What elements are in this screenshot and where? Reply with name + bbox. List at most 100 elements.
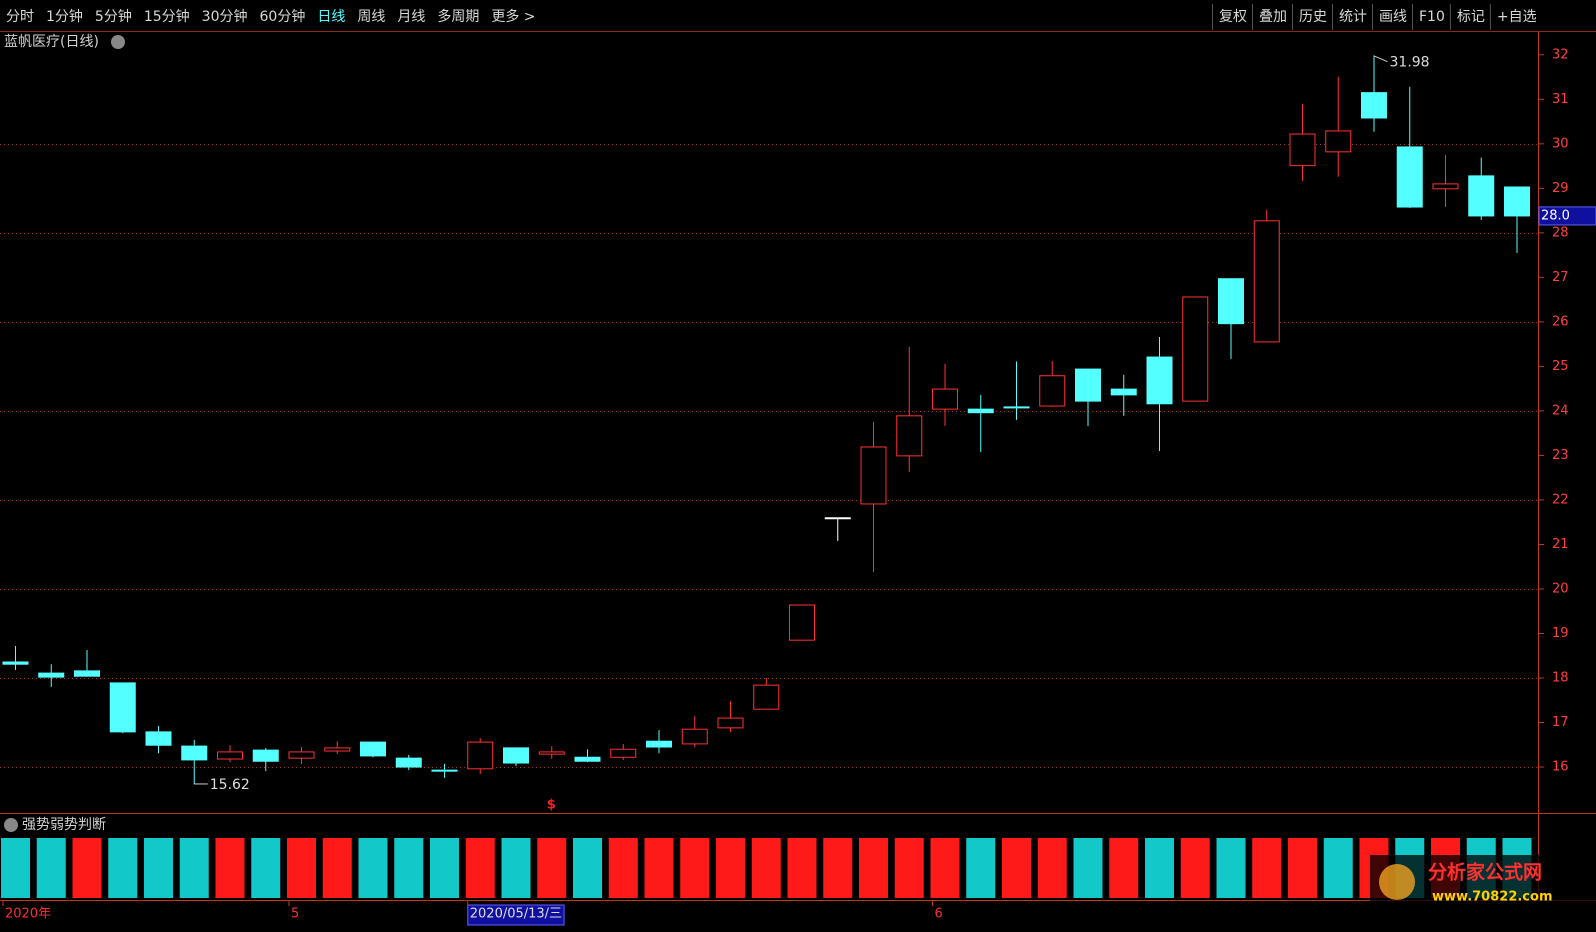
candle-body (1218, 278, 1244, 325)
indicator-bar (573, 838, 602, 898)
indicator-bar (608, 838, 638, 898)
toolbar-tab[interactable]: 更多 > (491, 8, 535, 25)
candle-body (145, 731, 172, 746)
candle-body (1039, 375, 1066, 407)
indicator-bar (1216, 838, 1246, 898)
candle-body (109, 682, 136, 733)
candle-body (217, 751, 243, 760)
y-tick-label: 32 (1552, 47, 1569, 62)
toolbar-button[interactable]: +自选 (1497, 9, 1537, 25)
indicator-icon[interactable] (4, 818, 18, 832)
toolbar-button[interactable]: 画线 (1379, 9, 1407, 25)
indicator-bar (287, 838, 316, 898)
candle-body (1075, 368, 1101, 402)
date-highlight (467, 904, 565, 926)
y-tick-label: 22 (1552, 492, 1569, 507)
indicator-bar (930, 838, 960, 898)
indicator-bar (465, 838, 495, 898)
indicator-bar (1288, 838, 1317, 898)
y-tick-label: 31 (1552, 92, 1569, 107)
indicator-bar (430, 838, 459, 898)
date-label: 5 (291, 907, 299, 922)
toolbar-bg (0, 0, 1596, 32)
indicator-bar (1180, 838, 1210, 898)
indicator-title: 强势弱势判断 (22, 817, 106, 833)
indicator-bar (680, 838, 710, 898)
indicator-bar (108, 838, 138, 898)
indicator-bar (501, 838, 531, 898)
candle-body (717, 717, 744, 729)
indicator-bar (716, 838, 745, 898)
y-tick-label: 16 (1552, 760, 1569, 775)
candle-body (1432, 183, 1459, 190)
date-label: 2020年 (5, 907, 51, 922)
indicator-bar (1252, 838, 1282, 898)
toolbar-tab[interactable]: 周线 (357, 9, 385, 25)
y-tick-label: 23 (1552, 448, 1569, 463)
candle-body (681, 728, 708, 745)
toolbar-button[interactable]: 叠加 (1259, 9, 1287, 25)
indicator-bar (72, 838, 102, 898)
toolbar-tab[interactable]: 多周期 (437, 8, 479, 25)
indicator-bar (215, 838, 245, 898)
y-tick-label: 17 (1552, 715, 1569, 730)
candle-body (824, 517, 851, 520)
candle-body (1146, 356, 1173, 405)
y-tick-label: 28 (1552, 225, 1569, 240)
candle-body (967, 408, 994, 414)
indicator-bar (787, 838, 817, 898)
high-marker-label: 31.98 (1390, 55, 1430, 71)
toolbar-tab[interactable]: 1分钟 (46, 8, 83, 25)
indicator-bar (644, 838, 674, 898)
candle-body (1468, 175, 1495, 217)
candle-body (252, 749, 279, 762)
toolbar-button[interactable]: 标记 (1457, 9, 1485, 25)
title-icon[interactable] (111, 35, 125, 49)
last-price-tag (1538, 206, 1596, 226)
candle-body (503, 747, 529, 764)
toolbar-button[interactable]: 历史 (1299, 9, 1327, 25)
indicator-bar (251, 838, 281, 898)
candle-body (753, 684, 780, 710)
indicator-bar (322, 838, 352, 898)
candle-body (74, 670, 100, 677)
low-marker-label: 15.62 (210, 777, 250, 793)
indicator-bar (894, 838, 924, 898)
toolbar-button[interactable]: F10 (1419, 9, 1445, 25)
candle-body (610, 748, 637, 758)
toolbar-tab[interactable]: 5分钟 (95, 8, 132, 25)
indicator-bar (179, 838, 209, 898)
indicator-bar (36, 838, 66, 898)
candle-body (932, 388, 958, 410)
indicator-bar (394, 838, 424, 898)
toolbar-tab[interactable]: 60分钟 (260, 8, 306, 25)
toolbar-button[interactable]: 统计 (1339, 9, 1367, 25)
y-tick-label: 30 (1552, 136, 1569, 151)
y-tick-label: 19 (1552, 626, 1569, 641)
candle-body (1289, 133, 1316, 167)
candle-body (646, 740, 672, 748)
toolbar-tab[interactable]: 15分钟 (144, 8, 190, 25)
candle-body (360, 741, 386, 757)
indicator-bar (537, 838, 567, 898)
toolbar-tab[interactable]: 30分钟 (202, 8, 248, 25)
last-price-label: 28.0 (1541, 208, 1570, 223)
watermark-logo (1379, 864, 1415, 900)
candle-body (1003, 406, 1030, 409)
candle-body (288, 751, 315, 759)
indicator-bar (1145, 838, 1174, 898)
toolbar-tab[interactable]: 日线 (317, 9, 345, 25)
indicator-bar (1037, 838, 1067, 898)
indicator-bar (859, 838, 888, 898)
indicator-bar (1002, 838, 1031, 898)
indicator-bar (823, 838, 853, 898)
indicator-bar (358, 838, 388, 898)
candle-body (467, 741, 494, 770)
watermark-name: 分析家公式网 (1428, 861, 1542, 884)
candle-body (2, 661, 29, 665)
toolbar-tab[interactable]: 月线 (397, 9, 425, 25)
toolbar-button[interactable]: 复权 (1219, 8, 1247, 25)
indicator-bar (966, 838, 996, 898)
toolbar-tab[interactable]: 分时 (6, 9, 34, 25)
candle-body (38, 672, 65, 678)
